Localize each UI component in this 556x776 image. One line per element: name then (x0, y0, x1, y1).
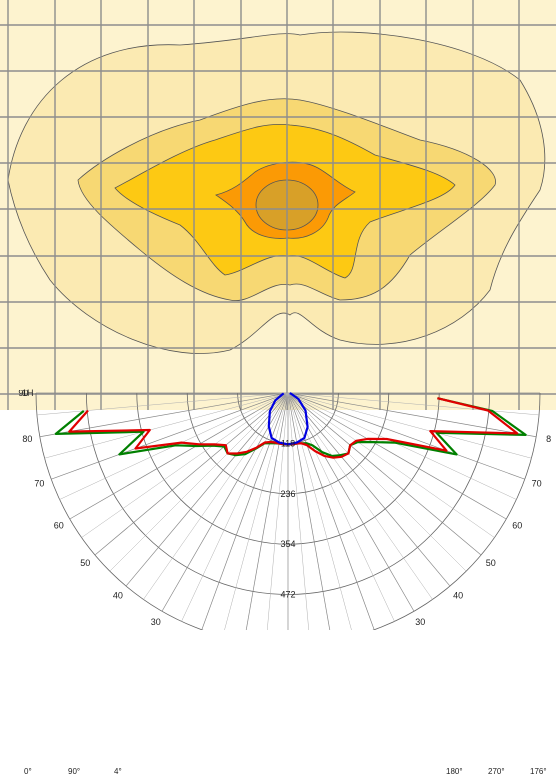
polar-labels: 1182363544729080706050403020100870605040… (18, 390, 551, 627)
polar-angle-label-left: 80 (22, 434, 32, 444)
polar-grid (35, 392, 541, 630)
isolux-grid (0, 0, 556, 410)
polar-angle-label-left: 90 (18, 390, 28, 398)
polar-spoke-minor (143, 392, 289, 600)
polar-spoke-minor (287, 392, 540, 416)
polar-intensity-diagram: 1182363544729080706050403020100870605040… (18, 390, 551, 630)
polar-spoke (287, 392, 507, 520)
polar-spoke (69, 392, 289, 520)
polar-series (54, 392, 527, 459)
polar-spoke (94, 392, 289, 556)
polar-spoke (287, 392, 331, 630)
polar-radial-tick-label: 118 (281, 438, 295, 448)
polar-spoke-minor (287, 392, 352, 630)
polar-angle-label-right: 60 (512, 520, 522, 530)
polar-spoke (125, 392, 289, 587)
polar-spoke (51, 392, 289, 480)
polar-spoke-minor (287, 392, 495, 538)
polar-spoke (201, 392, 289, 630)
polar-angle-label-left: 70 (34, 479, 44, 489)
polar-spoke-minor (267, 392, 289, 630)
polar-angle-label-left: 40 (113, 591, 123, 601)
polar-spoke (161, 392, 289, 612)
polar-angle-label-right: 70 (532, 479, 542, 489)
polar-spoke-minor (81, 392, 289, 538)
polar-spoke-minor (287, 392, 467, 572)
polar-angle-label-right: 40 (453, 591, 463, 601)
isolux-diagram: 1H (0, 0, 556, 410)
polar-angle-label-left: 30 (151, 617, 161, 627)
polar-angle-label-left: 60 (54, 520, 64, 530)
polar-spoke (287, 392, 375, 630)
footer-angle-left-c: 4° (114, 767, 122, 776)
polar-spoke-minor (44, 392, 289, 459)
polar-spoke-minor (287, 392, 517, 500)
polar-spoke-minor (109, 392, 289, 572)
polar-spoke-minor (287, 392, 309, 630)
polar-spoke-minor (287, 392, 532, 459)
polar-spoke-minor (224, 392, 289, 630)
polar-angle-label-left: 50 (80, 558, 90, 568)
footer-angle-right-a: 180° (446, 767, 463, 776)
polar-angle-label-right: 50 (486, 558, 496, 568)
polar-spoke (245, 392, 289, 630)
footer-angle-left-b: 90° (68, 767, 81, 776)
polar-spoke-minor (36, 392, 289, 416)
footer-angle-right-c: 176° (530, 767, 547, 776)
polar-grid-ring (35, 392, 541, 630)
polar-radial-tick-label: 354 (280, 539, 295, 549)
polar-spoke (287, 392, 415, 612)
polar-angle-label-right: 30 (415, 617, 425, 627)
polar-angle-label-right: 8 (546, 434, 551, 444)
polar-spoke (287, 392, 482, 556)
polar-spoke (287, 392, 537, 438)
polar-spoke-minor (287, 392, 433, 600)
polar-radial-tick-label: 472 (280, 590, 295, 600)
polar-spoke (39, 392, 289, 438)
footer-angle-left-a: 0° (24, 767, 32, 776)
footer-angle-right-b: 270° (488, 767, 505, 776)
polar-radial-tick-label: 236 (280, 489, 295, 499)
polar-series-line-3 (267, 392, 309, 446)
isolux-corner-label: 1H (22, 388, 34, 398)
polar-spoke (287, 392, 525, 480)
polar-spoke (287, 392, 451, 587)
